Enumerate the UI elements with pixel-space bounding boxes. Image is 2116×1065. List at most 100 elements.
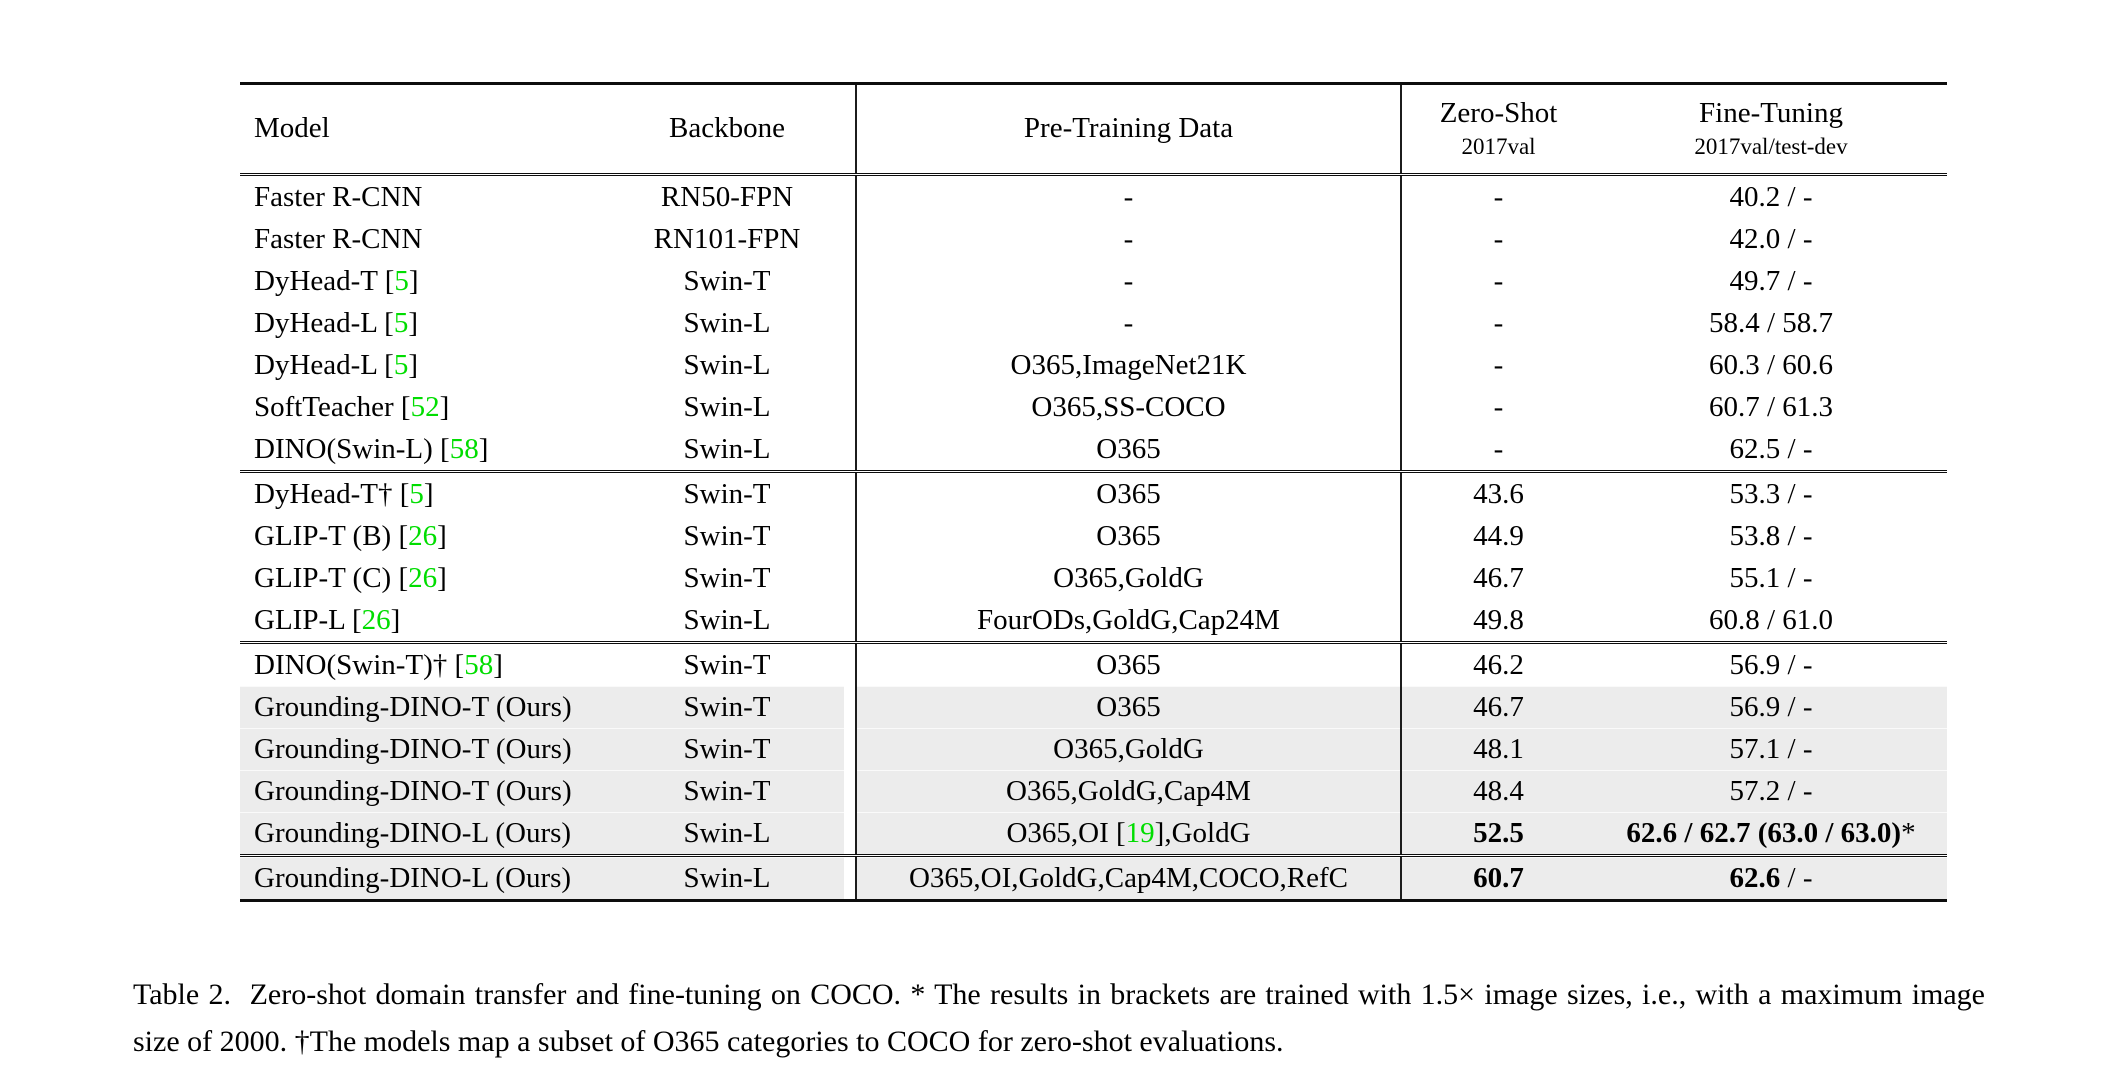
zeroshot-cell: 60.7 bbox=[1400, 857, 1595, 899]
zeroshot-cell: - bbox=[1400, 260, 1595, 302]
citation-link[interactable]: 58 bbox=[449, 432, 479, 465]
text-segment: 52.5 bbox=[1473, 816, 1524, 849]
text-segment: 55.1 / - bbox=[1729, 561, 1813, 594]
citation-link[interactable]: 5 bbox=[409, 477, 424, 510]
table-row: GLIP-L [26] Swin-L FourODs,GoldG,Cap24M 49.… bbox=[240, 599, 1947, 641]
pretrain-cell: O365 bbox=[855, 644, 1400, 686]
finetune-cell: 60.8 / 61.0 bbox=[1595, 599, 1947, 641]
text-segment: Faster R-CNN bbox=[254, 222, 423, 255]
pretrain-cell: O365,GoldG bbox=[855, 728, 1400, 770]
citation-link[interactable]: 52 bbox=[410, 390, 440, 423]
text-segment: SoftTeacher [ bbox=[254, 390, 411, 423]
text-segment: 48.4 bbox=[1473, 774, 1524, 807]
table-row: GLIP-T (B) [26] Swin-T O365 44.9 53.8 / - bbox=[240, 515, 1947, 557]
header-backbone-label: Backbone bbox=[669, 112, 785, 145]
pretrain-cell: O365,GoldG,Cap4M bbox=[855, 770, 1400, 812]
column-gap bbox=[844, 599, 855, 641]
model-cell: GLIP-T (C) [26] bbox=[240, 557, 610, 599]
column-gap bbox=[844, 857, 855, 899]
model-cell: GLIP-L [26] bbox=[240, 599, 610, 641]
text-segment: - bbox=[1123, 180, 1134, 213]
text-segment: - bbox=[1493, 222, 1504, 255]
text-segment: 60.7 / 61.3 bbox=[1708, 390, 1834, 423]
text-segment: ],GoldG bbox=[1154, 816, 1251, 849]
text-segment: O365 bbox=[1096, 519, 1161, 552]
finetune-cell: 58.4 / 58.7 bbox=[1595, 302, 1947, 344]
section-divider bbox=[240, 641, 1947, 644]
text-segment: Swin-T bbox=[683, 561, 771, 594]
text-segment: DINO(Swin-L) [ bbox=[254, 432, 450, 465]
text-segment: Swin-L bbox=[683, 861, 771, 894]
text-segment: O365 bbox=[1096, 690, 1161, 723]
citation-link[interactable]: 5 bbox=[393, 306, 409, 339]
citation-link[interactable]: 5 bbox=[394, 264, 409, 297]
citation-link[interactable]: 26 bbox=[361, 603, 391, 636]
column-gap bbox=[844, 302, 855, 344]
text-segment: O365,ImageNet21K bbox=[1010, 348, 1247, 381]
text-segment: * bbox=[1901, 816, 1916, 849]
zeroshot-cell: - bbox=[1400, 344, 1595, 386]
backbone-cell: Swin-L bbox=[610, 599, 844, 641]
finetune-cell: 60.7 / 61.3 bbox=[1595, 386, 1947, 428]
backbone-cell: Swin-L bbox=[610, 812, 844, 854]
table-row: Grounding-DINO-T (Ours) Swin-T O365,GoldG 4… bbox=[240, 728, 1947, 770]
model-cell: Faster R-CNN bbox=[240, 176, 610, 218]
text-segment: 53.8 / - bbox=[1729, 519, 1813, 552]
finetune-cell: 62.5 / - bbox=[1595, 428, 1947, 470]
backbone-cell: Swin-T bbox=[610, 515, 844, 557]
zeroshot-cell: - bbox=[1400, 302, 1595, 344]
text-segment: O365,OI [ bbox=[1006, 816, 1126, 849]
text-segment: DyHead-T† [ bbox=[254, 477, 410, 510]
table-row: DyHead-T† [5] Swin-T O365 43.6 53.3 / - bbox=[240, 473, 1947, 515]
pretrain-cell: O365 bbox=[855, 686, 1400, 728]
table-row: Faster R-CNN RN50-FPN - - 40.2 / - bbox=[240, 176, 1947, 218]
header-fine-tuning-label: Fine-Tuning bbox=[1699, 97, 1843, 130]
pretrain-cell: - bbox=[855, 218, 1400, 260]
citation-link[interactable]: 58 bbox=[464, 648, 494, 681]
citation-link[interactable]: 26 bbox=[408, 519, 438, 552]
column-gap bbox=[844, 428, 855, 470]
column-gap bbox=[844, 812, 855, 854]
citation-link[interactable]: 19 bbox=[1125, 816, 1155, 849]
table-row: Grounding-DINO-T (Ours) Swin-T O365 46.7 56.… bbox=[240, 686, 1947, 728]
text-segment: DyHead-L [ bbox=[254, 306, 394, 339]
text-segment: ] bbox=[423, 477, 434, 510]
text-segment: 60.3 / 60.6 bbox=[1708, 348, 1834, 381]
text-segment: 40.2 / - bbox=[1729, 180, 1813, 213]
text-segment: 46.2 bbox=[1473, 648, 1524, 681]
citation-link[interactable]: 26 bbox=[408, 561, 438, 594]
finetune-cell: 53.3 / - bbox=[1595, 473, 1947, 515]
text-segment: FourODs,GoldG,Cap24M bbox=[977, 603, 1280, 636]
text-segment: 56.9 / - bbox=[1729, 648, 1813, 681]
model-cell: Grounding-DINO-T (Ours) bbox=[240, 770, 610, 812]
text-segment: Grounding-DINO-L (Ours) bbox=[254, 816, 572, 849]
text-segment: 48.1 bbox=[1473, 732, 1524, 765]
table-row: Grounding-DINO-T (Ours) Swin-T O365,GoldG,… bbox=[240, 770, 1947, 812]
text-segment: 56.9 / - bbox=[1729, 690, 1813, 723]
pretrain-cell: - bbox=[855, 260, 1400, 302]
backbone-cell: Swin-T bbox=[610, 686, 844, 728]
text-segment: - bbox=[1493, 348, 1504, 381]
text-segment: Grounding-DINO-T (Ours) bbox=[254, 774, 572, 807]
text-segment: DyHead-L [ bbox=[254, 348, 394, 381]
pretrain-cell: O365,SS-COCO bbox=[855, 386, 1400, 428]
column-gap bbox=[844, 344, 855, 386]
finetune-cell: 42.0 / - bbox=[1595, 218, 1947, 260]
backbone-cell: Swin-L bbox=[610, 857, 844, 899]
citation-link[interactable]: 5 bbox=[393, 348, 409, 381]
header-fine-tuning-sublabel: 2017val/test-dev bbox=[1694, 134, 1848, 160]
pretrain-cell: O365,OI,GoldG,Cap4M,COCO,RefC bbox=[855, 857, 1400, 899]
finetune-cell: 60.3 / 60.6 bbox=[1595, 344, 1947, 386]
text-segment: Swin-L bbox=[683, 603, 771, 636]
model-cell: Grounding-DINO-T (Ours) bbox=[240, 728, 610, 770]
text-segment: Swin-T bbox=[683, 264, 771, 297]
finetune-cell: 53.8 / - bbox=[1595, 515, 1947, 557]
model-cell: GLIP-T (B) [26] bbox=[240, 515, 610, 557]
table-row: DyHead-T [5] Swin-T - - 49.7 / - bbox=[240, 260, 1947, 302]
text-segment: GLIP-T (B) [ bbox=[254, 519, 409, 552]
finetune-cell: 57.2 / - bbox=[1595, 770, 1947, 812]
finetune-cell: 40.2 / - bbox=[1595, 176, 1947, 218]
text-segment: RN101-FPN bbox=[653, 222, 801, 255]
model-cell: Grounding-DINO-L (Ours) bbox=[240, 812, 610, 854]
backbone-cell: Swin-L bbox=[610, 302, 844, 344]
